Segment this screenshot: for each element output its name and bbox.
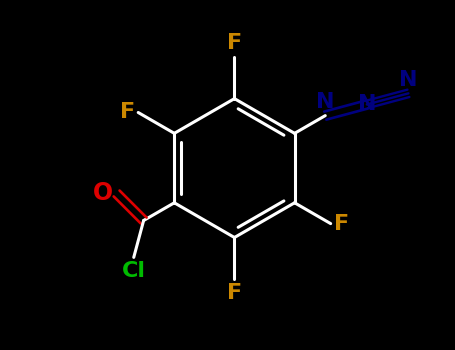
- Text: N: N: [399, 70, 418, 90]
- Text: F: F: [334, 214, 349, 233]
- Text: F: F: [227, 34, 242, 54]
- Text: F: F: [120, 103, 135, 122]
- Text: F: F: [227, 283, 242, 303]
- Text: N: N: [316, 92, 334, 112]
- Text: Cl: Cl: [122, 261, 146, 281]
- Text: N: N: [358, 94, 376, 114]
- Text: O: O: [93, 182, 113, 205]
